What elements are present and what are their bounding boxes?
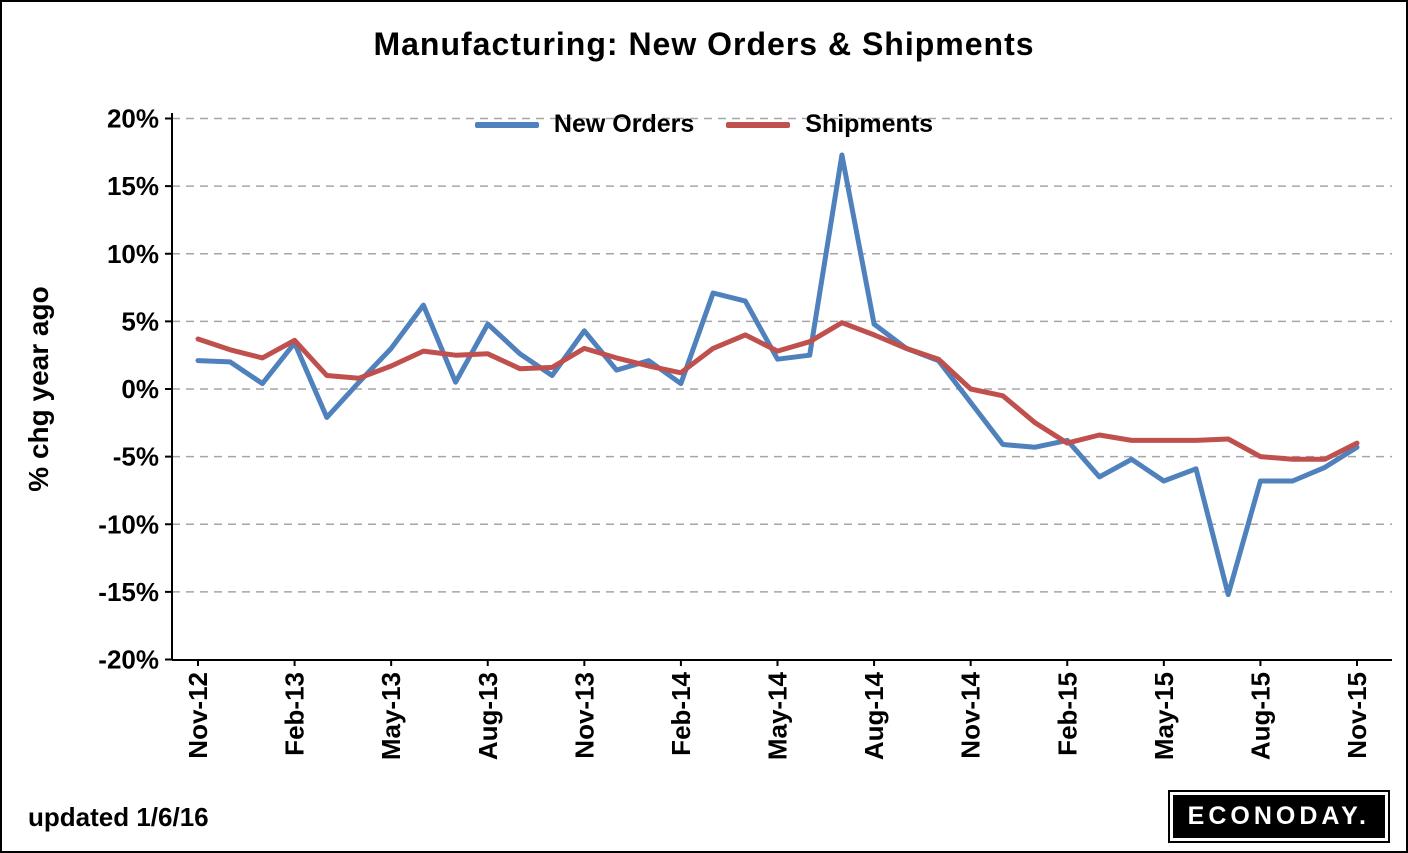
legend-label-new-orders: New Orders [553, 110, 695, 138]
y-axis-title: % chg year ago [23, 286, 54, 491]
x-tick-label: May-14 [763, 671, 793, 760]
y-tick-label: -5% [113, 442, 159, 472]
x-tick-label: Aug-13 [473, 672, 503, 760]
updated-note: updated 1/6/16 [28, 802, 209, 832]
y-tick-label: 0% [121, 374, 159, 404]
y-tick-label: 20% [107, 104, 159, 134]
y-tick-label: -15% [98, 577, 159, 607]
x-tick-label: Nov-12 [183, 672, 213, 759]
x-tick-label: Aug-14 [859, 671, 889, 760]
x-tick-label: Aug-15 [1245, 672, 1275, 760]
legend-item-shipments: Shipments [726, 110, 933, 139]
legend-label-shipments: Shipments [805, 110, 934, 138]
econoday-logo: ECONODAY. [1167, 790, 1390, 843]
y-tick-label: -20% [98, 645, 159, 675]
y-tick-label: 5% [121, 306, 159, 336]
shipments-line [195, 320, 1360, 462]
y-tick-label: 10% [107, 239, 159, 269]
series-layer [195, 152, 1360, 598]
y-tick-label: -10% [98, 509, 159, 539]
legend: New Orders Shipments [2, 110, 1406, 139]
x-tick-label: Nov-13 [569, 672, 599, 759]
grid-layer [165, 113, 1392, 666]
y-tick-label: 15% [107, 171, 159, 201]
tick-label-layer: -20% -15% -10% -5% 0% 5% 10% 15% 20% Nov-12 Feb-13… [98, 104, 1372, 761]
x-tick-label: Feb-14 [666, 671, 696, 755]
x-tick-label: May-15 [1149, 672, 1179, 760]
new-orders-line [195, 152, 1360, 598]
new-orders-line-swatch [474, 121, 539, 128]
chart-title: Manufacturing: New Orders & Shipments [373, 26, 1035, 62]
x-tick-label: Nov-14 [956, 671, 986, 758]
shipments-line-swatch [726, 121, 791, 128]
econoday-logo-text: ECONODAY. [1187, 802, 1370, 830]
x-tick-label: Feb-15 [1052, 672, 1082, 756]
x-tick-label: May-13 [376, 672, 406, 760]
x-tick-label: Feb-13 [280, 672, 310, 756]
x-tick-label: Nov-15 [1342, 672, 1372, 759]
legend-item-new-orders: New Orders [474, 110, 695, 139]
